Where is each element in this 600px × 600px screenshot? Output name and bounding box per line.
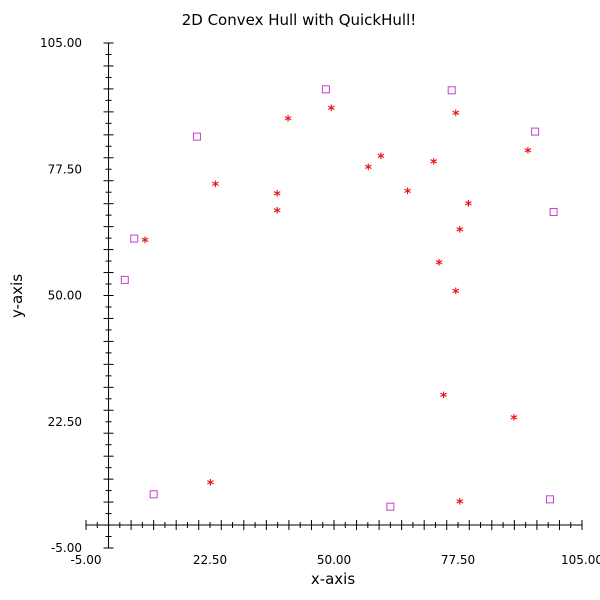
x-tick-label: 50.00: [317, 553, 351, 567]
data-points: * ***** *** ***********: [120, 85, 558, 512]
interior-point: *: [430, 157, 438, 173]
interior-point: *: [141, 235, 149, 251]
interior-point: *: [212, 179, 220, 195]
hull-point: [120, 275, 129, 284]
interior-point: *: [377, 151, 385, 167]
y-tick-label: 105.00: [40, 36, 82, 50]
x-tick-label: -5.00: [70, 553, 101, 567]
y-tick-label: -5.00: [51, 541, 82, 555]
interior-point: *: [365, 162, 373, 178]
hull-point: [321, 85, 330, 94]
interior-point: *: [435, 258, 443, 274]
interior-point: *: [524, 146, 532, 162]
interior-point: *: [274, 205, 282, 221]
interior-point: *: [456, 225, 464, 241]
chart-title: 2D Convex Hull with QuickHull!: [182, 11, 417, 29]
y-tick-labels: 105.00 77.50 50.00 22.50 -5.00: [40, 36, 82, 555]
hull-point: [531, 127, 540, 136]
x-tick-label: 22.50: [193, 553, 227, 567]
interior-point: *: [207, 478, 215, 494]
y-axis-title: y-axis: [8, 274, 26, 318]
interior-point: *: [456, 496, 464, 512]
y-tick-label: 50.00: [48, 289, 82, 303]
interior-point: *: [465, 199, 473, 215]
y-tick-label: 22.50: [48, 415, 82, 429]
interior-point: *: [452, 108, 460, 124]
hull-point: [192, 132, 201, 141]
x-tick-label: 105.00: [561, 553, 600, 567]
y-tick-label: 77.50: [48, 162, 82, 176]
interior-point: *: [284, 114, 292, 130]
hull-point: [447, 86, 456, 95]
hull-point: [549, 207, 558, 216]
interior-point: *: [452, 286, 460, 302]
interior-point: *: [274, 188, 282, 204]
x-axis-title: x-axis: [311, 570, 356, 588]
hull-point: [386, 502, 395, 511]
interior-point: *: [404, 186, 412, 202]
interior-point: *: [328, 103, 336, 119]
x-tick-label: 77.50: [441, 553, 475, 567]
hull-point: [545, 495, 554, 504]
x-tick-labels: -5.00 22.50 50.00 77.50 105.00: [70, 553, 600, 567]
hull-point: [130, 234, 139, 243]
ticks: [85, 42, 583, 549]
interior-point: *: [510, 412, 518, 428]
hull-point: [149, 490, 158, 499]
interior-point: *: [440, 390, 448, 406]
